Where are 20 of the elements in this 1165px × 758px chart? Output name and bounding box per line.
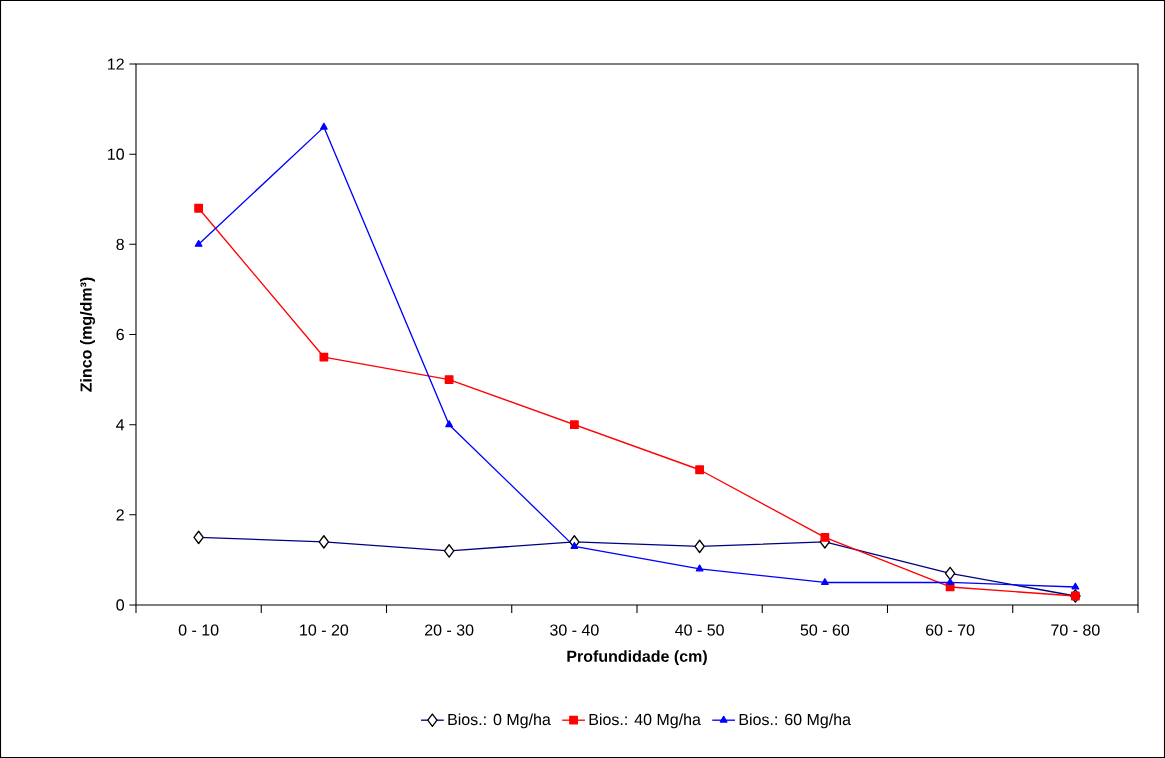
legend-label: Bios.: 0 Mg/ha bbox=[448, 713, 551, 729]
x-tick-label: 70 - 80 bbox=[1051, 624, 1100, 636]
y-tick-label: 4 bbox=[116, 419, 125, 431]
x-tick-label: 50 - 60 bbox=[800, 624, 850, 636]
legend-label: Bios.: 60 Mg/ha bbox=[739, 713, 851, 729]
x-tick-label: 60 - 70 bbox=[926, 624, 975, 636]
legend-label: Bios.: 40 Mg/ha bbox=[589, 713, 701, 729]
y-tick-label: 0 bbox=[116, 599, 125, 611]
x-tick-label: 30 - 40 bbox=[550, 624, 599, 636]
y-tick-label: 12 bbox=[108, 58, 124, 70]
x-tick-label: 40 - 50 bbox=[675, 624, 724, 636]
x-tick-label: 20 - 30 bbox=[425, 624, 474, 636]
y-tick-label: 8 bbox=[116, 238, 124, 250]
y-tick-label: 10 bbox=[108, 148, 124, 160]
y-tick-label: 2 bbox=[116, 509, 124, 521]
y-tick-label: 6 bbox=[116, 328, 124, 341]
x-tick-label: 0 - 10 bbox=[178, 624, 219, 636]
x-axis-title: Profundidade (cm) bbox=[567, 650, 707, 666]
y-axis-title: Zinco (mg/dm³) bbox=[80, 277, 95, 392]
x-tick-label: 10 - 20 bbox=[300, 624, 349, 636]
